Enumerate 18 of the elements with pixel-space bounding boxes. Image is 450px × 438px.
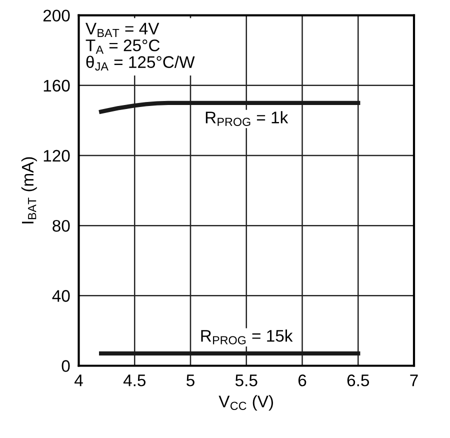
y-tick-label: 80: [52, 220, 70, 232]
x-tick-label: 6.5: [347, 374, 370, 386]
x-tick-label: 5: [186, 374, 194, 386]
x-axis-title: V$_{CC}$ (V): [218, 395, 273, 411]
x-tick-label: 7: [410, 374, 418, 386]
x-tick-label: 6: [298, 374, 306, 386]
x-tick-label: 4.5: [123, 374, 146, 386]
annotation: R$_{PROG}$ = 15k: [201, 330, 293, 344]
y-tick-label: 160: [44, 80, 70, 92]
y-tick-label: 200: [43, 10, 70, 22]
y-tick-label: 0: [62, 360, 70, 372]
x-tick-label: 5.5: [235, 374, 258, 386]
y-tick-label: 120: [44, 150, 70, 162]
y-axis-title: I$_{BAT}$ (mA): [21, 157, 37, 224]
text: V$_{BAT}$ = 4V T$_{A}$ = 25°C θ$_{JA}$ = 125°C/W: [86, 22, 195, 71]
y-tick-label: 40: [52, 290, 70, 302]
x-tick-label: 4: [74, 374, 83, 386]
annotation: R$_{PROG}$ = 1k: [206, 111, 288, 126]
